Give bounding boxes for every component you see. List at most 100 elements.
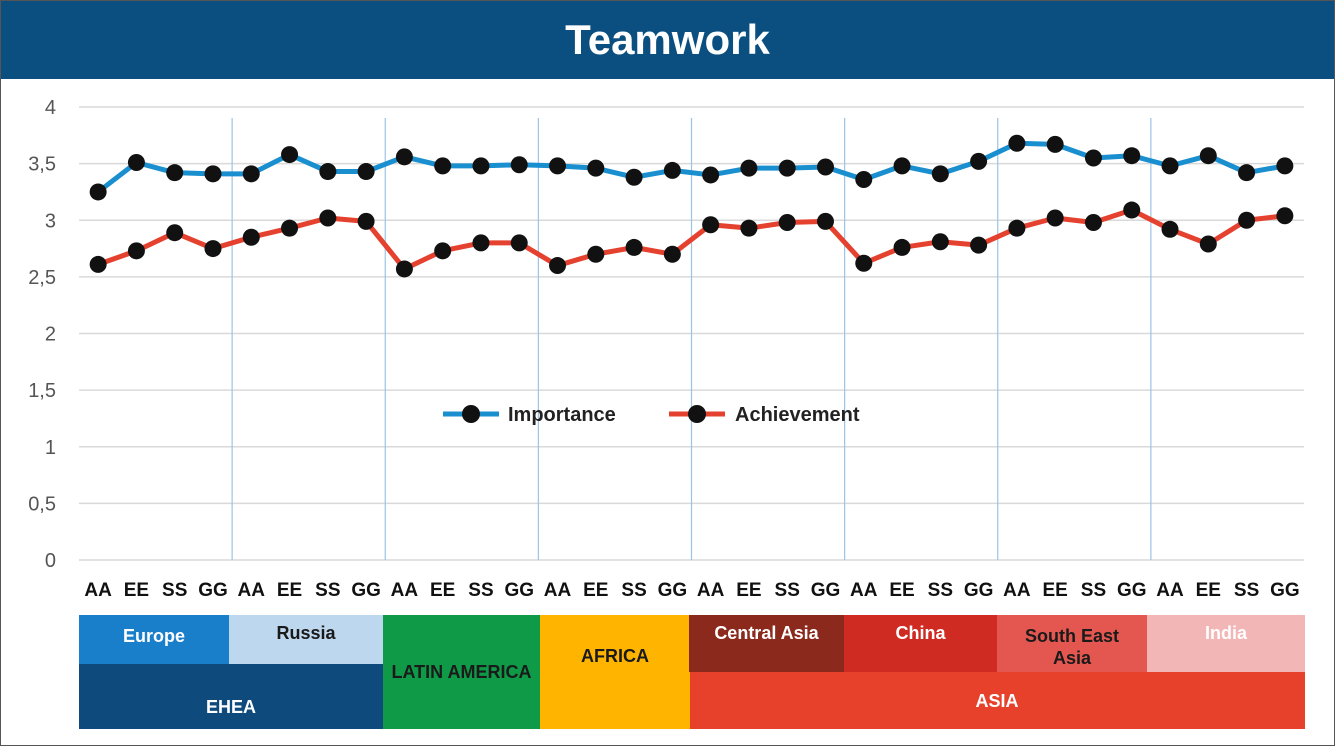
x-tick-label: GG	[811, 580, 841, 601]
region-europe: Europe	[79, 615, 229, 664]
data-point-importance	[281, 146, 299, 164]
data-point-achievement	[89, 255, 107, 273]
region-china: China	[844, 615, 997, 672]
region-separators	[231, 118, 1152, 560]
data-point-achievement	[127, 242, 145, 260]
x-tick-label: GG	[198, 580, 228, 601]
data-point-importance	[472, 157, 490, 175]
region-india: India	[1147, 615, 1305, 672]
x-tick-label: AA	[1003, 580, 1031, 601]
data-point-achievement	[1161, 220, 1179, 238]
y-tick-label: 0,5	[28, 493, 56, 515]
x-tick-label: EE	[1042, 580, 1067, 601]
data-point-achievement	[740, 219, 758, 237]
x-tick-label: EE	[124, 580, 149, 601]
x-tick-label: GG	[964, 580, 994, 601]
x-tick-label: AA	[850, 580, 878, 601]
region-latin-america: LATIN AMERICA	[383, 615, 540, 729]
x-tick-label: GG	[351, 580, 381, 601]
data-point-importance	[931, 165, 949, 183]
data-point-importance	[89, 183, 107, 201]
chart-title: Teamwork	[1, 1, 1334, 79]
data-point-achievement	[893, 238, 911, 256]
data-point-achievement	[166, 224, 184, 242]
y-tick-label: 3,5	[28, 154, 56, 176]
y-tick-label: 1	[45, 437, 56, 459]
x-tick-label: SS	[1234, 580, 1259, 601]
region-south-east-asia: South East Asia	[997, 615, 1147, 672]
data-point-achievement	[319, 209, 337, 227]
x-tick-label: SS	[315, 580, 340, 601]
data-point-importance	[127, 153, 145, 171]
x-tick-label: AA	[544, 580, 572, 601]
data-point-importance	[625, 168, 643, 186]
x-tick-label: EE	[277, 580, 302, 601]
y-tick-label: 1,5	[28, 380, 56, 402]
data-point-importance	[778, 159, 796, 177]
data-point-importance	[1123, 147, 1141, 165]
y-axis: 0 0,5 1 1,5 2 2,5 3 3,5 4	[28, 97, 56, 572]
data-point-importance	[242, 165, 260, 183]
data-point-importance	[549, 157, 567, 175]
region-ehea: EHEA	[79, 664, 383, 729]
data-point-importance	[1238, 164, 1256, 182]
data-point-achievement	[625, 238, 643, 256]
x-tick-label: SS	[468, 580, 493, 601]
legend-label-importance: Importance	[508, 404, 616, 426]
data-point-achievement	[1008, 219, 1026, 237]
data-point-achievement	[472, 234, 490, 252]
data-point-achievement	[1084, 214, 1102, 232]
data-point-importance	[1199, 147, 1217, 165]
data-point-importance	[1008, 134, 1026, 152]
x-tick-label: AA	[238, 580, 266, 601]
data-point-importance	[587, 159, 605, 177]
x-tick-label: SS	[775, 580, 800, 601]
x-tick-label: AA	[1156, 580, 1184, 601]
x-tick-label: GG	[658, 580, 688, 601]
data-point-achievement	[931, 233, 949, 251]
data-point-achievement	[281, 219, 299, 237]
y-tick-label: 2,5	[28, 267, 56, 289]
data-point-achievement	[1276, 207, 1294, 225]
region-africa: AFRICA	[540, 615, 690, 729]
data-point-achievement	[1046, 209, 1064, 227]
data-point-importance	[395, 148, 413, 166]
legend-marker-importance	[462, 405, 480, 423]
data-point-achievement	[395, 260, 413, 278]
y-tick-label: 4	[45, 97, 56, 119]
data-point-importance	[1084, 149, 1102, 167]
data-point-achievement	[855, 254, 873, 272]
data-point-achievement	[549, 257, 567, 275]
x-tick-label: EE	[1196, 580, 1221, 601]
y-tick-label: 0	[45, 550, 56, 572]
y-tick-label: 2	[45, 324, 56, 346]
data-point-achievement	[970, 236, 988, 254]
region-central-asia: Central Asia	[689, 615, 844, 672]
data-point-achievement	[357, 212, 375, 230]
data-point-importance	[204, 165, 222, 183]
data-point-importance	[970, 152, 988, 170]
x-tick-label: SS	[162, 580, 187, 601]
y-tick-label: 3	[45, 210, 56, 232]
data-point-achievement	[778, 214, 796, 232]
data-point-importance	[510, 156, 528, 174]
x-tick-label: AA	[84, 580, 112, 601]
data-point-importance	[434, 157, 452, 175]
data-point-importance	[663, 161, 681, 179]
data-point-achievement	[587, 245, 605, 263]
data-point-importance	[357, 163, 375, 181]
data-point-achievement	[204, 240, 222, 258]
x-tick-label: GG	[1270, 580, 1300, 601]
x-axis: AA EE SS GG AA EE SS GG AA EE SS GG AA EE SS GG AA EE SS GG…	[84, 580, 1299, 601]
data-point-importance	[740, 159, 758, 177]
x-tick-label: GG	[1117, 580, 1147, 601]
data-point-importance	[702, 166, 720, 184]
data-point-importance	[893, 157, 911, 175]
data-point-importance	[855, 170, 873, 188]
data-point-achievement	[702, 216, 720, 234]
x-tick-label: EE	[736, 580, 761, 601]
data-point-achievement	[1238, 211, 1256, 229]
data-point-importance	[319, 163, 337, 181]
data-point-achievement	[510, 234, 528, 252]
